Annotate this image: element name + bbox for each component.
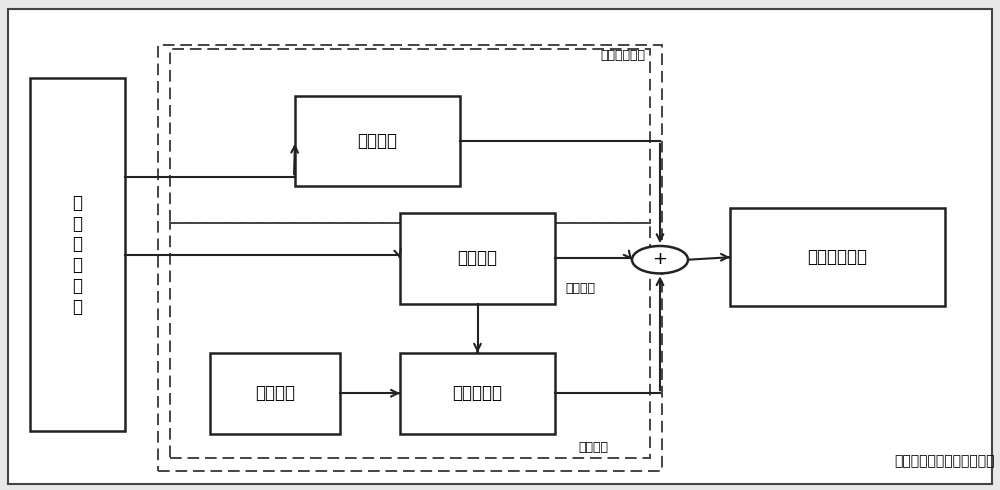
Text: 模糊系统: 模糊系统	[358, 132, 398, 150]
Bar	[295, 96, 460, 186]
Text: 前馈控制器: 前馈控制器	[453, 384, 503, 402]
Bar	[210, 353, 340, 434]
Text: 数
据
采
集
系
统: 数 据 采 集 系 统	[72, 194, 82, 316]
Bar	[400, 213, 555, 304]
Bar	[730, 208, 945, 306]
Text: 模糊反馈单元: 模糊反馈单元	[600, 49, 645, 62]
Text: 前馈模型: 前馈模型	[458, 249, 498, 268]
Bar	[400, 353, 555, 434]
Text: +: +	[652, 250, 668, 268]
Bar	[170, 223, 650, 458]
Circle shape	[632, 246, 688, 273]
Bar	[170, 49, 650, 223]
Text: 化学除磷智能加药控制系统: 化学除磷智能加药控制系统	[895, 454, 995, 468]
Text: 变频加药系统: 变频加药系统	[808, 248, 868, 266]
Bar	[30, 78, 125, 431]
Text: 前馈单元: 前馈单元	[565, 282, 595, 295]
Bar	[158, 45, 662, 471]
Text: 控制系统: 控制系统	[578, 441, 608, 454]
Text: 设定单元: 设定单元	[255, 384, 295, 402]
